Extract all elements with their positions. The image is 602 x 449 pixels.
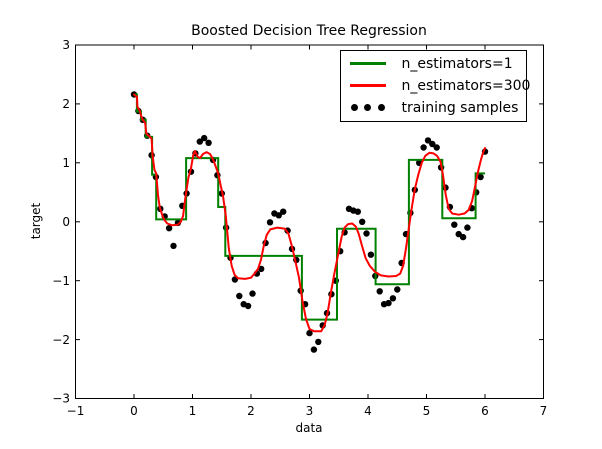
y-tick-label: 2 — [62, 97, 70, 111]
scatter-point — [363, 230, 370, 237]
scatter-point — [394, 286, 401, 293]
x-tick-label: −1 — [67, 404, 85, 418]
scatter-point — [477, 173, 484, 181]
scatter-point — [354, 208, 361, 215]
scatter-point — [244, 302, 252, 310]
scatter-point — [201, 134, 208, 142]
scatter-point — [310, 346, 318, 353]
legend-item-n-estimators-300: n_estimators=300 — [341, 75, 530, 97]
scatter-point — [258, 265, 265, 273]
x-tick-label: 0 — [130, 404, 138, 418]
scatter-point — [389, 295, 397, 302]
legend-label: n_estimators=300 — [401, 77, 531, 94]
scatter-point — [420, 144, 427, 151]
legend: n_estimators=1 n_estimators=300 training… — [339, 49, 530, 122]
series-n-estimators-1-step-line — [134, 93, 485, 321]
scatter-point — [359, 218, 366, 225]
green-line-swatch — [349, 62, 386, 65]
y-axis-label: target — [29, 202, 43, 240]
scatter-point — [464, 224, 471, 231]
scatter-point — [385, 299, 392, 307]
scatter-point — [433, 144, 440, 151]
red-line-swatch — [349, 84, 386, 87]
scatter-point — [459, 233, 467, 241]
x-tick-label: 1 — [189, 404, 197, 418]
y-tick-label: 1 — [62, 156, 70, 170]
x-axis-label: data — [295, 421, 323, 435]
scatter-point — [275, 212, 282, 219]
y-tick-label: 0 — [62, 215, 70, 229]
y-tick-label: −3 — [52, 392, 70, 406]
x-tick-label: 5 — [423, 404, 431, 418]
legend-item-n-estimators-1: n_estimators=1 — [341, 53, 526, 75]
scatter-point — [367, 251, 375, 258]
scatter-point — [451, 221, 458, 228]
scatter-point — [306, 329, 313, 337]
scatter-point — [196, 138, 203, 145]
series-n-estimators-300-line — [133, 93, 486, 333]
scatter-point — [236, 292, 243, 300]
legend-label: n_estimators=1 — [401, 55, 513, 72]
scatter-point — [315, 338, 322, 346]
y-tick-label: −1 — [52, 274, 70, 288]
x-tick-label: 3 — [306, 404, 314, 418]
scatter-dots-swatch — [350, 104, 386, 111]
scatter-point — [205, 139, 212, 146]
scatter-point — [249, 290, 256, 297]
x-tick-label: 2 — [247, 404, 255, 418]
scatter-point — [165, 225, 173, 232]
legend-label: training samples — [401, 99, 519, 116]
legend-item-training-samples: training samples — [341, 97, 526, 119]
scatter-point — [170, 242, 177, 250]
scatter-point — [280, 208, 287, 215]
y-tick-label: 3 — [62, 38, 70, 52]
x-tick-label: 4 — [364, 404, 372, 418]
scatter-point — [376, 288, 383, 295]
y-tick-label: −2 — [52, 333, 70, 347]
chart-title: Boosted Decision Tree Regression — [191, 23, 427, 39]
x-tick-label: 7 — [540, 404, 548, 418]
scatter-point — [424, 137, 432, 144]
scatter-point — [429, 140, 436, 148]
scatter-point — [266, 219, 274, 226]
x-tick-label: 6 — [481, 404, 489, 418]
